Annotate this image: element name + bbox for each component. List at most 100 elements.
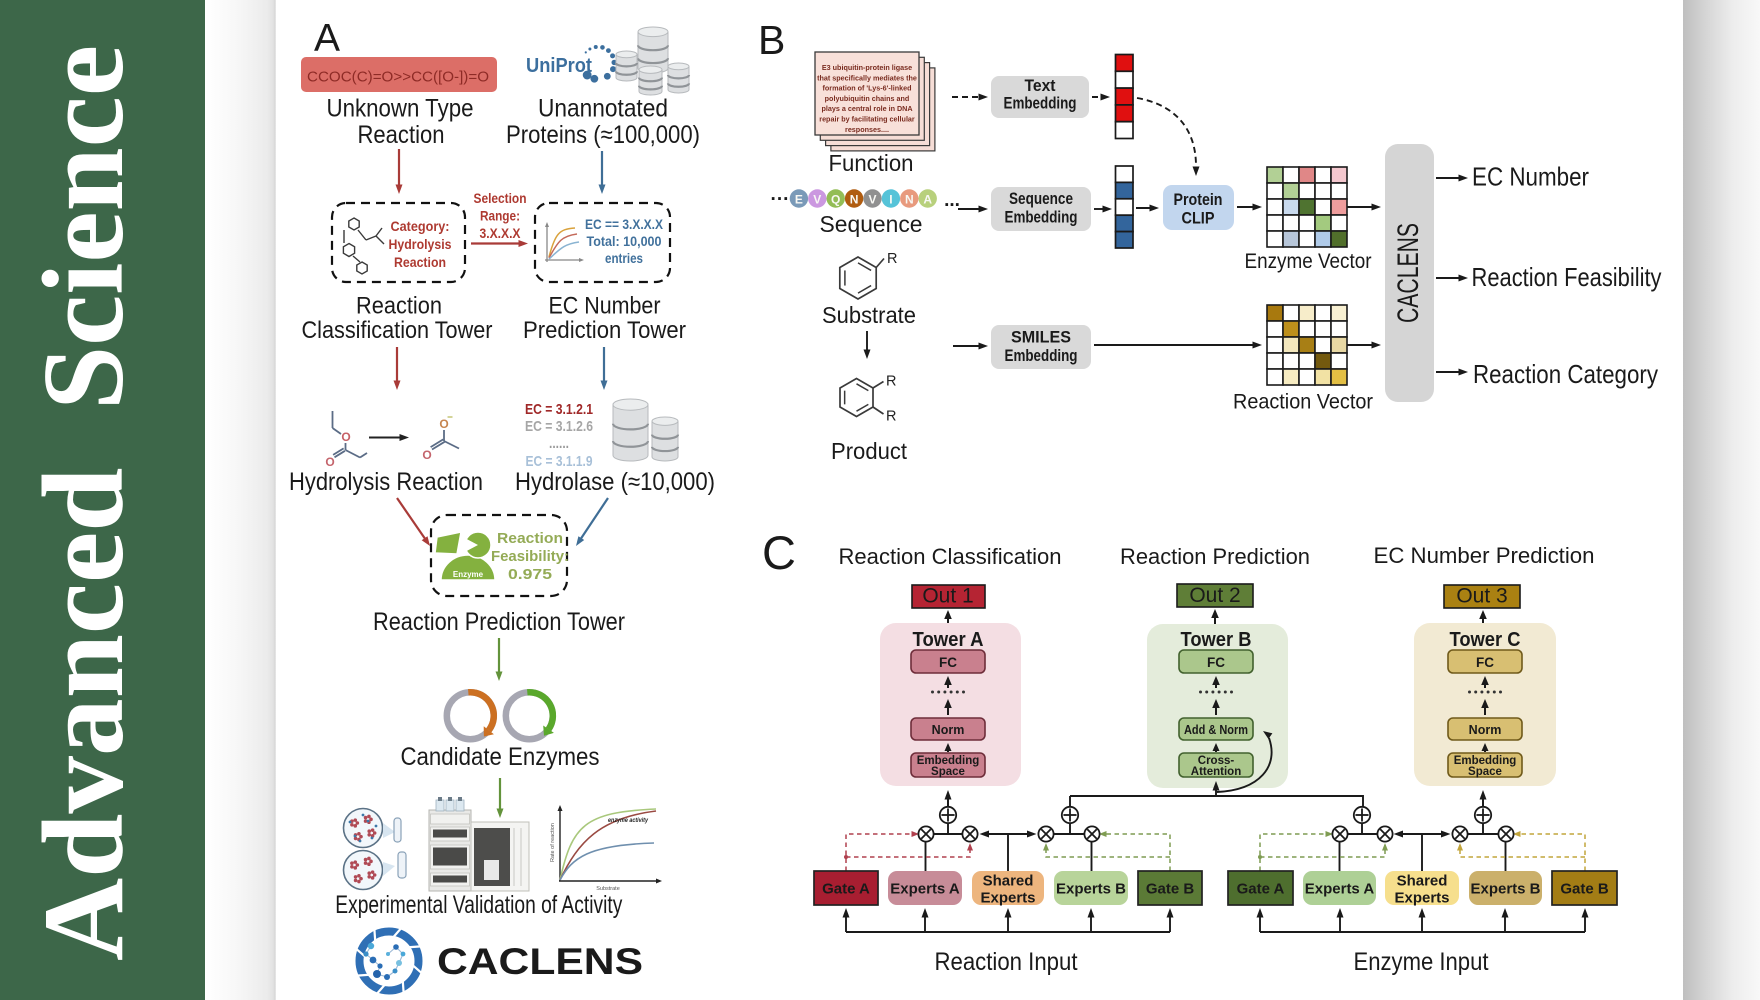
svg-text:EC Number Prediction: EC Number Prediction <box>1374 543 1595 568</box>
svg-text:CLIP: CLIP <box>1182 209 1215 228</box>
svg-text:3.X.X.X: 3.X.X.X <box>480 225 522 241</box>
svg-text:EC = 3.1.2.1: EC = 3.1.2.1 <box>525 401 593 418</box>
svg-text:Prediction Tower: Prediction Tower <box>523 317 686 344</box>
svg-text:Function: Function <box>829 150 914 176</box>
svg-text:entries: entries <box>605 250 643 266</box>
svg-text:Experts B: Experts B <box>1056 881 1126 898</box>
svg-text:Tower C: Tower C <box>1450 628 1521 651</box>
svg-text:R: R <box>886 374 896 390</box>
svg-text:Substrate: Substrate <box>822 302 916 328</box>
svg-text:UniProt: UniProt <box>526 55 592 77</box>
svg-text:N: N <box>905 193 914 207</box>
svg-text:O: O <box>439 417 448 431</box>
svg-text:Protein: Protein <box>1174 190 1223 209</box>
svg-text:Tower B: Tower B <box>1181 628 1252 651</box>
svg-text:Space: Space <box>931 766 965 778</box>
svg-text:Experts A: Experts A <box>1305 881 1375 898</box>
svg-text:Norm: Norm <box>932 723 965 737</box>
svg-text:Q: Q <box>831 193 840 207</box>
svg-text:EC = 3.1.1.9: EC = 3.1.1.9 <box>526 453 593 470</box>
svg-text:Experimental Validation of Act: Experimental Validation of Activity <box>335 891 622 919</box>
svg-text:–: – <box>447 412 453 423</box>
svg-text:Total: 10,000: Total: 10,000 <box>587 233 662 249</box>
svg-text:Embedding: Embedding <box>1005 208 1078 227</box>
svg-text:Hydrolysis: Hydrolysis <box>389 236 452 252</box>
svg-text:Sequence: Sequence <box>820 211 923 237</box>
svg-text:Experts A: Experts A <box>890 881 960 898</box>
svg-text:CACLENS: CACLENS <box>437 941 643 982</box>
svg-text:Cross-: Cross- <box>1198 755 1235 767</box>
svg-text:O: O <box>341 430 350 444</box>
svg-text:A: A <box>314 17 340 60</box>
svg-text:Embedding: Embedding <box>917 755 980 767</box>
svg-text:Tower A: Tower A <box>913 628 984 651</box>
svg-text:plays a central role in DNA: plays a central role in DNA <box>821 104 912 113</box>
svg-text:Out 1: Out 1 <box>922 585 973 608</box>
svg-text:Reaction: Reaction <box>358 121 445 149</box>
svg-text:Experts B: Experts B <box>1470 881 1540 898</box>
svg-text:Space: Space <box>1468 766 1502 778</box>
svg-text:Reaction Category: Reaction Category <box>1473 359 1658 389</box>
svg-text:SMILES: SMILES <box>1011 328 1071 347</box>
svg-text:A: A <box>923 193 932 207</box>
svg-text:repair by facilitating cellula: repair by facilitating cellular <box>819 115 915 124</box>
svg-text:polyubiquitin chains and: polyubiquitin chains and <box>825 94 910 103</box>
svg-text:Reaction Prediction Tower: Reaction Prediction Tower <box>373 608 625 636</box>
svg-text:Reaction Vector: Reaction Vector <box>1233 391 1373 414</box>
svg-text:E: E <box>795 193 803 207</box>
svg-text:FC: FC <box>1207 655 1225 670</box>
svg-text:...: ... <box>944 190 960 211</box>
svg-text:Selection: Selection <box>474 190 527 206</box>
svg-text:Substrate: Substrate <box>596 886 620 892</box>
svg-text:Shared: Shared <box>983 873 1034 890</box>
svg-text:EC Number: EC Number <box>549 293 661 320</box>
svg-text:C: C <box>762 526 796 579</box>
svg-text:EC Number: EC Number <box>1472 162 1589 192</box>
svg-text:Reaction Prediction: Reaction Prediction <box>1120 544 1310 569</box>
svg-text:Gate A: Gate A <box>1237 881 1285 898</box>
svg-text:responses....: responses.... <box>845 125 889 134</box>
svg-text:EC = 3.1.2.6: EC = 3.1.2.6 <box>525 418 593 435</box>
svg-text:···: ··· <box>771 189 790 210</box>
svg-text:Sequence: Sequence <box>1009 189 1073 208</box>
svg-text:Enzyme Input: Enzyme Input <box>1354 948 1489 976</box>
svg-text:R: R <box>887 251 897 267</box>
svg-text:CACLENS: CACLENS <box>1392 223 1425 323</box>
svg-text:0.975: 0.975 <box>508 566 552 583</box>
svg-text:Reaction Feasibility: Reaction Feasibility <box>1472 262 1662 292</box>
svg-text:Unknown Type: Unknown Type <box>327 95 474 123</box>
svg-text:Classification Tower: Classification Tower <box>302 317 493 344</box>
svg-text:R: R <box>886 409 896 425</box>
svg-text:O: O <box>422 448 431 462</box>
svg-text:Embedding: Embedding <box>1004 94 1077 113</box>
svg-text:Reaction Classification: Reaction Classification <box>839 544 1062 569</box>
svg-text:Reaction Input: Reaction Input <box>935 948 1078 976</box>
svg-text:Out 3: Out 3 <box>1456 585 1507 608</box>
svg-text:FC: FC <box>939 655 957 670</box>
svg-text:N: N <box>850 193 859 207</box>
svg-text:Candidate Enzymes: Candidate Enzymes <box>401 743 600 771</box>
svg-text:Range:: Range: <box>480 208 520 224</box>
svg-text:......: ...... <box>549 435 569 452</box>
svg-text:Gate B: Gate B <box>1146 881 1195 898</box>
svg-text:O: O <box>325 455 334 469</box>
svg-text:Product: Product <box>831 438 908 464</box>
svg-text:V: V <box>868 193 876 207</box>
svg-text:that specifically mediates the: that specifically mediates the <box>817 73 917 82</box>
svg-text:Experts: Experts <box>1394 890 1449 907</box>
svg-text:Reaction: Reaction <box>356 293 442 320</box>
svg-text:Proteins (≈100,000): Proteins (≈100,000) <box>506 121 700 149</box>
svg-text:Add & Norm: Add & Norm <box>1184 723 1248 737</box>
svg-text:Reaction: Reaction <box>497 530 563 547</box>
svg-text:Enzyme Vector: Enzyme Vector <box>1245 250 1372 273</box>
svg-text:Experts: Experts <box>980 890 1035 907</box>
svg-text:Text: Text <box>1025 76 1056 95</box>
svg-text:Gate A: Gate A <box>822 881 870 898</box>
svg-text:I: I <box>889 193 892 207</box>
svg-text:Category:: Category: <box>391 218 450 234</box>
svg-text:Attention: Attention <box>1191 766 1241 778</box>
svg-text:Advanced Science: Advanced Science <box>20 45 147 961</box>
svg-text:Gate B: Gate B <box>1560 881 1609 898</box>
svg-text:enzyme activity: enzyme activity <box>608 817 648 824</box>
svg-text:Enzyme: Enzyme <box>453 570 484 579</box>
